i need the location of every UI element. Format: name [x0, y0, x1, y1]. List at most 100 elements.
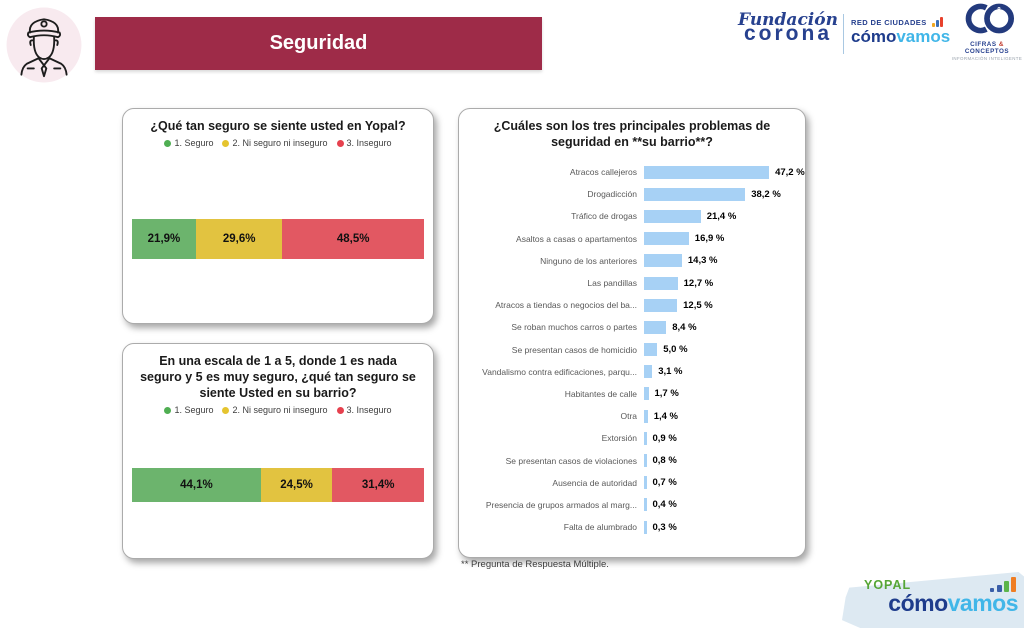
value-label: 3,1 % [658, 366, 683, 378]
legend-dot-icon [164, 139, 172, 147]
legend-item: 2. Ni seguro ni inseguro [222, 405, 328, 415]
legend-dot-icon [222, 406, 230, 414]
value-label: 0,9 % [652, 432, 677, 444]
bar [644, 476, 647, 490]
chart-card-problemas-seguridad: ¿Cuáles son los tres principales problem… [458, 108, 806, 558]
bar [644, 343, 658, 357]
category-label: Se roban muchos carros o partes [511, 322, 637, 333]
bar-row: Se presentan casos de violaciones 0,8 % [469, 449, 799, 471]
stacked-segment: 29,6% [195, 219, 283, 259]
horizontal-bar-chart: Atracos callejeros 47,2 % Drogadicción 38,2… [469, 161, 805, 538]
category-label: Ausencia de autoridad [552, 477, 637, 488]
chart-title: ¿Qué tan seguro se siente usted en Yopal… [150, 119, 406, 133]
category-label: Presencia de grupos armados al marg... [485, 499, 637, 510]
chart-title: En una escala de 1 a 5, donde 1 es nada … [140, 354, 416, 400]
value-label: 16,9 % [694, 233, 725, 245]
section-banner: Seguridad [95, 17, 542, 70]
fundacion-corona-word: corona [743, 22, 832, 45]
category-label: Ninguno de los anteriores [540, 255, 637, 266]
value-label: 5,0 % [663, 344, 688, 356]
chart-legend: 1. Seguro 2. Ni seguro ni inseguro 3. Inse… [123, 138, 433, 148]
category-label: Vandalismo contra edificaciones, parqu..… [482, 366, 637, 377]
stacked-segment: 21,9% [132, 219, 196, 259]
bar-row: Atracos callejeros 47,2 % [469, 161, 805, 183]
legend-dot-icon [164, 406, 172, 414]
red-ciudades-comovamos-logo: RED DE CIUDADES cómovamos [851, 17, 951, 46]
footnote: ** Pregunta de Respuesta Múltiple. [461, 559, 609, 570]
legend-item: 2. Ni seguro ni inseguro [222, 138, 328, 148]
cifras-tagline: INFORMACIÓN INTELIGENTE [951, 56, 1023, 61]
bar-chart-icon [990, 577, 1016, 592]
chart-card-seguridad-barrio-escala: En una escala de 1 a 5, donde 1 es nada … [122, 343, 434, 559]
value-label: 0,8 % [652, 455, 677, 467]
bar-row: Ausencia de autoridad 0,7 % [469, 472, 799, 494]
bar-row: Habitantes de calle 1,7 % [469, 383, 799, 405]
value-label: 1,7 % [654, 388, 679, 400]
value-label: 47,2 % [775, 166, 805, 178]
bar-row: Otra 1,4 % [469, 405, 799, 427]
stacked-segment: 44,1% [132, 468, 261, 502]
bar [644, 431, 647, 445]
bar [644, 365, 653, 379]
category-label: Habitantes de calle [564, 388, 637, 399]
logo-divider [843, 14, 844, 54]
bar [644, 165, 770, 179]
chart-title: ¿Cuáles son los tres principales problem… [493, 119, 771, 149]
cifras-label: CIFRAS [970, 41, 997, 48]
segment-value-label: 24,5% [280, 479, 313, 491]
category-label: Otra [620, 411, 637, 422]
legend-item: 3. Inseguro [336, 405, 392, 415]
bar [644, 298, 678, 312]
bar [644, 520, 647, 534]
stacked-segment: 31,4% [332, 468, 424, 502]
segment-value-label: 21,9% [147, 233, 181, 245]
bar-row: Se presentan casos de homicidio 5,0 % [469, 339, 799, 361]
svg-text:&: & [996, 6, 1002, 15]
value-label: 38,2 % [751, 188, 781, 200]
category-label: Atracos callejeros [569, 167, 637, 178]
bar [644, 232, 689, 246]
category-label: Atracos a tiendas o negocios del ba... [495, 300, 637, 311]
bar-row: Se roban muchos carros o partes 8,4 % [469, 316, 799, 338]
value-label: 21,4 % [706, 210, 737, 222]
yopal-comovamos-logo: YOPAL cómovamos [846, 577, 1019, 616]
value-label: 12,7 % [683, 277, 714, 289]
category-label: Falta de alumbrado [563, 522, 637, 533]
fundacion-corona-script: Fundación [738, 10, 838, 30]
value-label: 0,7 % [652, 477, 677, 489]
legend-dot-icon [336, 406, 344, 414]
chart-card-seguridad-yopal: ¿Qué tan seguro se siente usted en Yopal… [122, 108, 434, 324]
comovamos-light: vamos [896, 27, 951, 46]
cifras-conceptos-monogram: & [965, 3, 1015, 34]
segment-value-label: 29,6% [222, 233, 256, 245]
bar-row: Las pandillas 12,7 % [469, 272, 799, 294]
value-label: 0,3 % [652, 521, 677, 533]
comovamos-dark: cómo [888, 590, 948, 616]
conceptos-label: CONCEPTOS [964, 48, 1010, 55]
value-label: 14,3 % [687, 255, 718, 267]
bar [644, 454, 647, 468]
category-label: Se presentan casos de violaciones [505, 455, 637, 466]
legend-item: 1. Seguro [164, 405, 213, 415]
comovamos-dark: cómo [851, 27, 897, 46]
stacked-segment: 24,5% [260, 468, 333, 502]
value-label: 12,5 % [683, 299, 713, 311]
bar-row: Falta de alumbrado 0,3 % [469, 516, 799, 538]
segment-value-label: 31,4% [361, 479, 395, 491]
bar-row: Atracos a tiendas o negocios del ba... 12… [469, 294, 799, 316]
police-officer-icon [5, 6, 83, 84]
bar-row: Asaltos a casas o apartamentos 16,9 % [469, 228, 799, 250]
cifras-conceptos-logo: & CIFRAS & CONCEPTOS INFORMACIÓN INTELIG… [950, 2, 1024, 61]
category-label: Las pandillas [587, 278, 637, 289]
category-label: Drogadicción [587, 189, 637, 200]
value-label: 1,4 % [653, 410, 678, 422]
comovamos-light: vamos [947, 590, 1019, 616]
ampersand: & [998, 41, 1004, 48]
fundacion-corona-logo: Fundación corona [736, 10, 840, 45]
section-title: Seguridad [269, 32, 368, 54]
value-label: 8,4 % [672, 321, 697, 333]
bar [644, 209, 701, 223]
bar-row: Presencia de grupos armados al marg... 0,… [469, 494, 799, 516]
bar-row: Vandalismo contra edificaciones, parqu..… [469, 361, 799, 383]
bar-row: Tráfico de drogas 21,4 % [469, 205, 799, 227]
